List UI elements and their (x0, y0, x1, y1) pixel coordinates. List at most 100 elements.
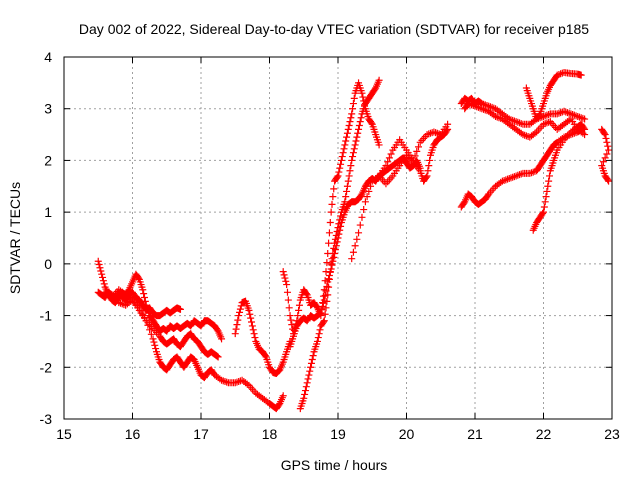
data-point (287, 316, 295, 324)
series-track-6 (279, 79, 383, 338)
data-point (140, 293, 148, 301)
data-point (575, 113, 583, 121)
data-point (319, 318, 327, 326)
data-point (149, 335, 157, 343)
data-point (521, 131, 529, 139)
data-point (349, 248, 357, 256)
data-point (236, 305, 244, 313)
data-point (146, 326, 154, 334)
data-point (140, 290, 148, 298)
data-point (365, 187, 373, 195)
data-point (305, 371, 313, 379)
data-point (99, 273, 107, 281)
x-tick-label: 19 (330, 426, 346, 442)
data-point (460, 199, 468, 207)
data-point (350, 145, 358, 153)
data-point (529, 168, 537, 176)
data-point (245, 306, 253, 314)
data-point (601, 131, 609, 139)
data-point (295, 306, 303, 314)
data-point (135, 304, 143, 312)
data-point (557, 70, 565, 78)
data-point (319, 303, 327, 311)
data-point (539, 209, 547, 217)
data-point (426, 129, 434, 137)
series-track-16 (598, 125, 613, 185)
data-point (385, 154, 393, 162)
data-point (361, 198, 369, 206)
data-point (313, 337, 321, 345)
data-point (349, 100, 357, 108)
data-point (115, 299, 123, 307)
data-point (286, 312, 294, 320)
data-point (213, 352, 221, 360)
data-point (331, 250, 339, 258)
data-point (347, 114, 355, 122)
data-point (142, 317, 150, 325)
data-point (308, 356, 316, 364)
data-point (150, 338, 158, 346)
series-track-15 (529, 120, 589, 234)
data-point (330, 185, 338, 193)
x-tick-label: 18 (262, 426, 278, 442)
data-point (324, 278, 332, 286)
data-point (356, 118, 364, 126)
data-point (343, 182, 351, 190)
data-point (313, 303, 321, 311)
data-point (375, 141, 383, 149)
data-point (433, 129, 441, 137)
data-point (514, 118, 522, 126)
data-point (545, 172, 553, 180)
data-point (319, 299, 327, 307)
data-point (358, 89, 366, 97)
data-point (565, 116, 573, 124)
data-point (555, 70, 563, 78)
data-point (602, 134, 610, 142)
data-point (246, 310, 254, 318)
series-track-9 (348, 125, 452, 263)
data-point (341, 141, 349, 149)
data-point (94, 257, 102, 265)
data-point (541, 120, 549, 128)
data-point (248, 318, 256, 326)
series-track-10 (375, 120, 452, 180)
data-point (322, 304, 330, 312)
data-point (137, 307, 145, 315)
data-point (327, 208, 335, 216)
data-point (117, 299, 125, 307)
data-point (531, 129, 539, 137)
data-point (235, 312, 243, 320)
data-point (151, 341, 159, 349)
data-point (502, 176, 510, 184)
data-point (321, 310, 329, 318)
data-point (360, 206, 368, 214)
y-tick-label: -1 (40, 308, 53, 324)
data-point (144, 321, 152, 329)
data-point (303, 379, 311, 387)
data-point (367, 119, 375, 127)
data-point (302, 290, 310, 298)
grid (64, 57, 612, 419)
data-point (352, 137, 360, 145)
data-point (282, 277, 290, 285)
data-point (541, 198, 549, 206)
data-point (326, 268, 334, 276)
data-point (342, 137, 350, 145)
data-point (233, 321, 241, 329)
data-point (236, 377, 244, 385)
data-point (281, 274, 289, 282)
data-point (302, 383, 310, 391)
x-tick-label: 20 (399, 426, 415, 442)
data-point (473, 103, 481, 111)
series-track-13 (457, 125, 585, 211)
data-point (318, 306, 326, 314)
data-point (251, 334, 259, 342)
data-point (570, 111, 578, 119)
data-point (495, 114, 503, 122)
data-point (543, 119, 551, 127)
y-axis-label: SDTVAR / TECUs (7, 182, 23, 294)
data-point (285, 304, 293, 312)
data-point (569, 111, 577, 119)
data-point (545, 177, 553, 185)
data-point (476, 104, 484, 112)
